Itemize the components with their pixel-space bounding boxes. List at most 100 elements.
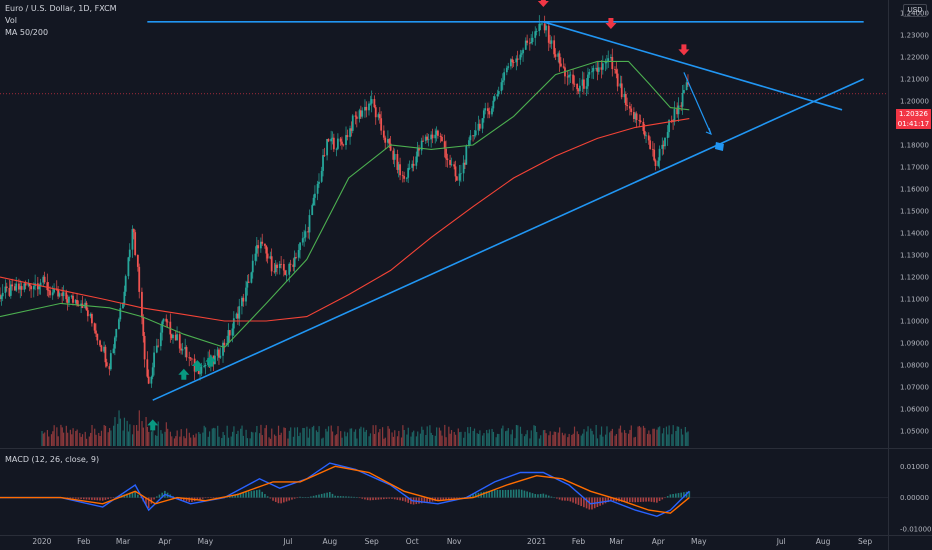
candle-body <box>632 112 635 120</box>
candle-body <box>482 110 485 119</box>
macd-hist-bar <box>461 497 464 498</box>
volume-bar <box>233 426 235 446</box>
macd-hist-bar <box>539 493 542 498</box>
volume-bar <box>283 427 285 446</box>
volume-bar <box>141 421 143 446</box>
candle-body <box>255 245 258 254</box>
trendline-descending <box>543 21 843 111</box>
macd-hist-bar <box>199 497 201 500</box>
macd-hist-bar <box>307 497 309 498</box>
volume-bar <box>665 426 668 446</box>
candle-body <box>568 74 570 78</box>
volume-bar <box>311 427 313 446</box>
volume-bar <box>377 432 380 446</box>
volume-bar <box>67 432 69 446</box>
macd-hist-bar <box>653 497 655 503</box>
volume-bar <box>236 433 238 446</box>
candle-body <box>222 342 224 356</box>
candle-body <box>57 289 60 297</box>
macd-hist-bar <box>304 497 307 498</box>
volume-bar <box>652 428 654 446</box>
candle-body <box>72 295 74 303</box>
volume-bar <box>623 430 626 446</box>
volume-bar <box>114 417 116 446</box>
candle-body <box>207 358 210 366</box>
volume-bar <box>379 428 381 446</box>
volume-bar <box>463 437 465 446</box>
candle-body <box>153 352 155 368</box>
volume-bar <box>483 433 485 446</box>
candle-body <box>454 166 457 177</box>
macd-hist-bar <box>358 497 361 499</box>
volume-bar <box>131 434 134 446</box>
candle-body <box>557 53 560 57</box>
candle-body <box>677 105 680 115</box>
symbol-title: Euro / U.S. Dollar, 1D, FXCM <box>5 4 117 13</box>
candle-body <box>424 136 427 141</box>
y-tick-label: 1.18000 <box>900 142 929 150</box>
volume-bar <box>445 437 447 446</box>
macd-hist-bar <box>96 497 99 501</box>
macd-hist-bar <box>158 494 161 498</box>
volume-bar <box>186 428 188 446</box>
candle-body <box>484 108 487 111</box>
candle-body <box>228 330 231 336</box>
macd-hist-bar <box>515 489 518 498</box>
volume-bar <box>472 430 474 446</box>
volume-bar <box>117 423 119 446</box>
candle-body <box>528 42 531 44</box>
candle-body <box>591 71 593 73</box>
candle-body <box>292 264 295 267</box>
volume-bar <box>438 427 440 446</box>
volume-bar <box>60 424 62 446</box>
volume-bar <box>448 426 450 446</box>
volume-bar <box>160 430 162 446</box>
volume-bar <box>360 426 362 446</box>
candle-body <box>412 163 415 166</box>
macd-hist-bar <box>364 497 366 500</box>
macd-hist-bar <box>445 497 447 500</box>
volume-bar <box>226 425 228 446</box>
volume-bar <box>538 438 540 446</box>
candle-body <box>687 82 689 85</box>
candle-body <box>549 42 552 44</box>
candle-body <box>0 294 1 300</box>
volume-bar <box>44 432 46 446</box>
macd-hist-bar <box>550 496 553 498</box>
currency-badge[interactable]: USD <box>903 4 927 17</box>
macd-hist-bar <box>439 497 442 501</box>
macd-hist-bar <box>293 497 296 499</box>
y-tick-label: 1.13000 <box>900 252 929 260</box>
candle-body <box>157 345 160 347</box>
candle-body <box>257 245 260 249</box>
candle-body <box>562 66 565 68</box>
volume-bar <box>407 427 409 446</box>
candle-body <box>216 349 219 356</box>
volume-bar <box>375 425 377 446</box>
candle-body <box>496 94 499 97</box>
volume-bar <box>356 438 358 446</box>
candle-body <box>282 264 285 271</box>
volume-bar <box>429 425 431 446</box>
macd-hist-bar <box>85 497 88 500</box>
candle-body <box>543 23 546 31</box>
candle-body <box>318 181 320 184</box>
y-tick-label: 1.07000 <box>900 384 929 392</box>
macd-hist-bar <box>256 490 258 498</box>
macd-hist-bar <box>261 491 264 498</box>
candle-body <box>4 286 7 293</box>
volume-bar <box>434 435 436 446</box>
macd-hist-bar <box>277 497 280 504</box>
volume-bar <box>559 427 561 446</box>
candle-body <box>624 94 627 106</box>
macd-hist-bar <box>488 490 491 498</box>
volume-bar <box>107 432 109 446</box>
candle-body <box>435 130 438 135</box>
volume-bar <box>337 426 339 446</box>
candle-body <box>28 283 31 287</box>
candle-body <box>273 271 276 273</box>
macd-hist-bar <box>291 497 293 500</box>
x-tick-label: Aug <box>322 537 337 546</box>
volume-bar <box>321 438 323 446</box>
